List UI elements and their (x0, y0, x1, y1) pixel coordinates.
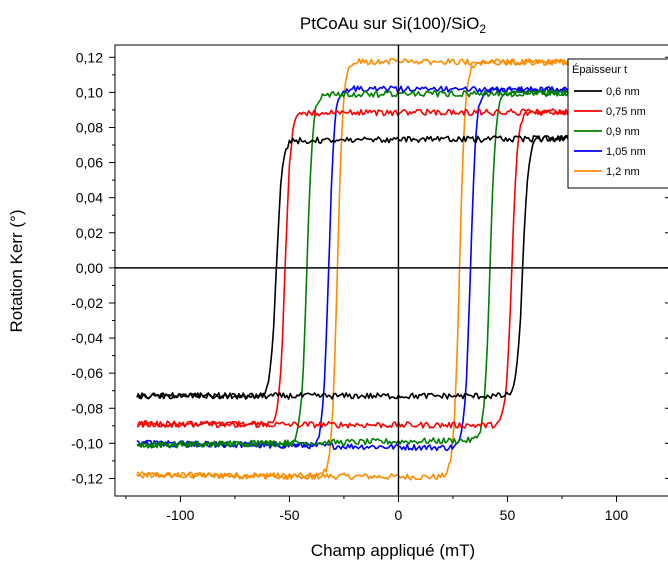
y-tick-label: -0,06 (71, 365, 103, 381)
y-tick-label: -0,12 (71, 470, 103, 486)
series-line-ascending (136, 88, 647, 449)
series-line-descending (136, 58, 648, 480)
plot-frame (114, 44, 668, 497)
chart-title-main: PtCoAu sur Si(100)/SiO (300, 14, 480, 33)
legend-entry-label: 1,2 nm (606, 166, 640, 178)
axis-ticks: -100 -50 0 50 100 -0,12 -0,10 -0,08 -0,06 -0,04 -0… (71, 49, 668, 523)
series-line-ascending (136, 108, 647, 429)
y-tick-label: -0,04 (71, 330, 103, 346)
y-tick-label: 0,10 (76, 84, 103, 100)
x-tick-label: 100 (605, 507, 629, 523)
y-tick-label: -0,08 (71, 400, 103, 416)
legend-box (567, 58, 668, 189)
y-tick-label: 0,08 (76, 119, 103, 135)
x-axis-label: Champ appliqué (mT) (311, 541, 475, 560)
x-tick-label: -50 (279, 507, 299, 523)
series-line-descending (136, 107, 648, 428)
y-tick-label: 0,00 (76, 260, 103, 276)
legend-entry-label: 0,9 nm (606, 126, 640, 138)
y-tick-label: -0,10 (71, 435, 103, 451)
legend-entry-label: 0,6 nm (606, 86, 640, 98)
legend-entry-label: 1,05 nm (606, 146, 646, 158)
y-axis-label: Rotation Kerr (°) (7, 209, 26, 332)
series-layer (136, 58, 648, 481)
y-tick-label: 0,04 (76, 190, 103, 206)
legend-title: Épaisseur t (572, 63, 627, 76)
y-tick-label: 0,06 (76, 155, 103, 171)
chart-title-subscript: 2 (479, 22, 486, 36)
x-tick-label: 0 (395, 507, 403, 523)
chart-title: PtCoAu sur Si(100)/SiO2 (300, 14, 487, 36)
x-tick-label: 50 (500, 507, 516, 523)
series-line-descending (137, 88, 648, 449)
legend-entry-label: 0,75 nm (606, 106, 646, 118)
legend: Épaisseur t 0,6 nm 0,75 nm 0,9 nm 1,05 nm 1,2… (567, 58, 668, 189)
y-tick-label: -0,02 (71, 295, 103, 311)
x-tick-label: -100 (166, 507, 194, 523)
y-tick-label: 0,12 (76, 49, 103, 65)
y-tick-label: 0,02 (76, 225, 103, 241)
plot-border (114, 44, 668, 497)
series-line-descending (136, 134, 648, 400)
